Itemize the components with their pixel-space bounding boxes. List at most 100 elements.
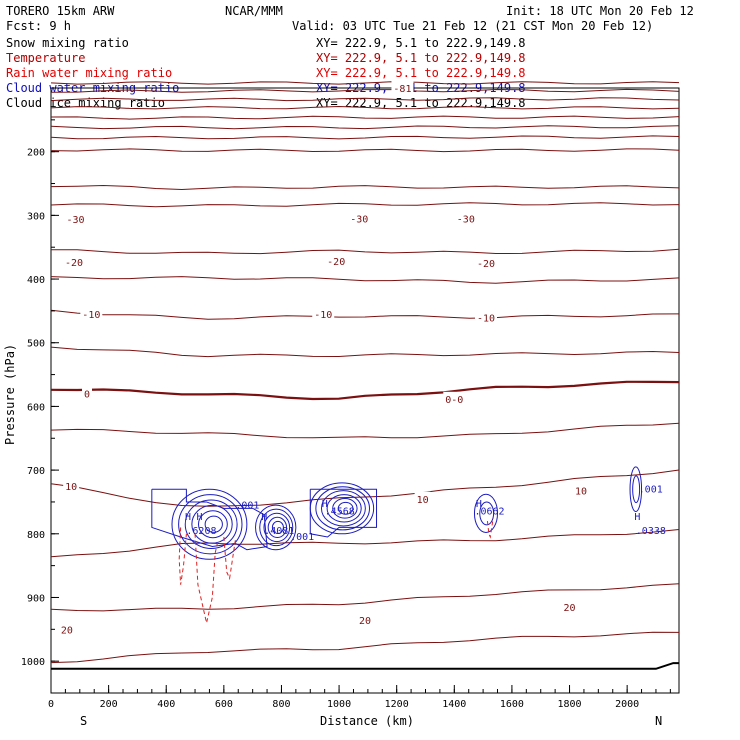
x-tick-label: 1800 [557,699,581,710]
isotherm-label-bg [64,212,87,225]
isotherm-minus-55 [50,105,680,110]
cloud-value-label: .0662 [474,507,504,518]
isotherm-15 [50,529,680,558]
isotherm-label-bg [474,256,497,269]
isotherm-minus-35 [50,148,680,153]
x-axis: 0 200 400 600 800 1000 1200 1400 1600 1800 2000 [48,685,671,710]
cloud-contour [191,504,233,544]
cloud-outline [151,488,268,551]
cloud-value-label: .6208 [186,526,216,537]
isotherm-label-bg [357,612,373,625]
cloud-contour [629,466,643,513]
isotherm-label-bg [312,307,335,320]
x-tick-label: 600 [215,699,233,710]
isotherm-minus-60 [50,97,680,102]
isotherm-minus-81 [50,81,680,85]
end-label: N [655,714,662,728]
isotherm-label: -10 [314,310,332,321]
rain-contour [223,536,236,581]
legend-snow-label: Snow mixing ratio [6,36,129,50]
cloud-contour [178,494,243,555]
isotherm-label-bg [348,211,371,224]
init-time: Init: 18 UTC Mon 20 Feb 12 [506,4,694,18]
y-tick-label: 400 [27,275,45,286]
isotherm-minus-10 [50,309,680,320]
isotherm-label-bg [63,254,86,267]
isotherm-label-bg [63,479,80,492]
cloud-contour [171,488,248,560]
isotherm-label-bg [82,386,93,399]
isotherm-label: -20 [327,257,345,268]
temperature-isotherms [50,81,680,664]
forecast-hour: Fcst: 9 h [6,19,71,33]
maximum-marker: H [476,499,482,510]
cloud-contour [332,498,358,519]
terrain-line [51,662,679,670]
legend-cloud-ice-label: Cloud ice mixing ratio [6,96,165,110]
cloud-value-label: .0338 [636,526,666,537]
cloud-contour [204,515,223,533]
legend-snow-xy: XY= 222.9, 5.1 to 222.9,149.8 [316,36,526,50]
maximum-marker: H [634,512,640,523]
x-tick-label: 0 [48,699,54,710]
cloud-value-label: .001 [290,532,314,543]
isotherm-minus-40 [50,135,680,140]
cloud-contour [320,490,366,527]
y-axis: 200 300 400 500 600 700 800 900 1000 [21,87,59,694]
cloud-contour [326,494,362,523]
isotherm-label-bg [573,483,590,496]
isotherm-label: 10 [417,495,429,506]
isotherm-label: -10 [477,313,495,324]
start-label: S [80,714,87,728]
isotherm-label-bg [325,254,348,267]
legend-temperature-xy: XY= 222.9, 5.1 to 222.9,149.8 [316,51,526,65]
isotherm-label: 0 [84,390,90,401]
y-tick-label: 900 [27,593,45,604]
cloud-outline [309,488,378,538]
isotherm-label: 0-0 [445,395,463,406]
x-tick-label: 2000 [615,699,639,710]
rain-contour [486,517,494,539]
plot-frame [50,87,680,694]
x-tick-label: 1200 [385,699,409,710]
isotherm-label: -81 [393,84,411,95]
isotherm-minus-45 [50,125,680,130]
y-tick-label: 700 [27,466,45,477]
isotherm-label: -30 [66,215,84,226]
x-tick-label: 200 [100,699,118,710]
maximum-marker: H [322,499,328,510]
y-tick-label: 500 [27,339,45,350]
isotherm-label: 20 [359,616,371,627]
cloud-water-contours [151,466,643,560]
maximum-marker: H [185,512,191,523]
isotherm-label: 10 [575,486,587,497]
cloud-contour [263,512,291,543]
cloud-contour [271,520,284,535]
rain-contour [194,533,219,624]
isotherm-20 [50,583,680,612]
isotherm-minus-25 [50,202,680,208]
isotherm-minus-20 [50,248,680,255]
isotherm-5 [50,422,680,439]
x-tick-label: 800 [272,699,290,710]
y-axis-title: Pressure (hPa) [3,344,17,445]
x-tick-label: 1600 [500,699,524,710]
isotherm-label: -20 [477,259,495,270]
isotherm-label-bg [391,81,414,93]
x-tick-label: 1000 [327,699,351,710]
x-axis-title: Distance (km) [320,714,414,728]
isotherm-label-bg [474,310,497,323]
isotherm-label-bg [80,307,103,320]
legend-rain-label: Rain water mixing ratio [6,66,172,80]
isotherm-minus-5 [50,346,680,358]
cloud-contour [255,504,297,551]
isotherm-25 [50,631,680,664]
isotherm-label-bg [561,600,578,613]
rain-contour [178,527,187,585]
rain-contours [178,517,494,624]
isotherm-label: -30 [457,215,475,226]
y-tick-label: 1000 [21,657,45,668]
cloud-value-label: .001 [235,500,259,511]
legend-rain-xy: XY= 222.9, 5.1 to 222.9,149.8 [316,66,526,80]
